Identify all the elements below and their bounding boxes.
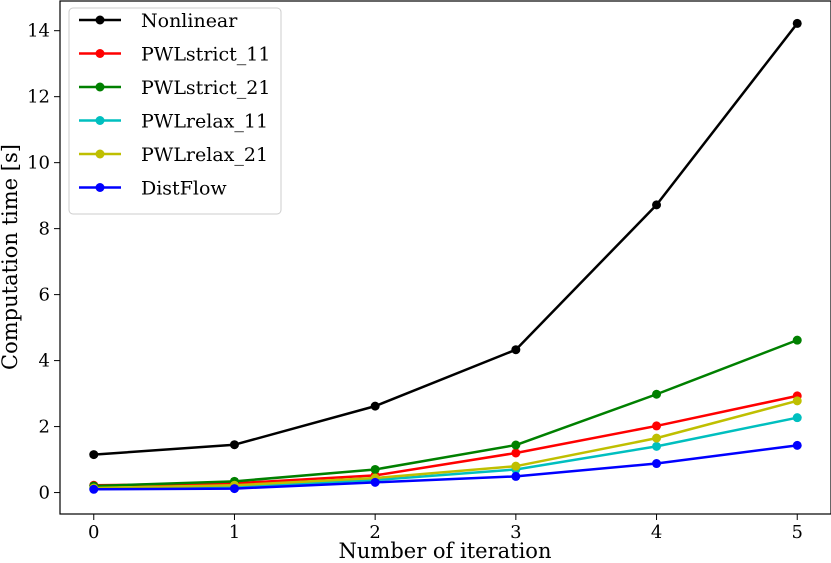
series-line-pwlstrict-21 bbox=[93, 338, 798, 488]
data-point-pwlrelax-21 bbox=[652, 433, 662, 443]
legend-swatch-marker bbox=[95, 15, 105, 25]
data-point-nonlinear bbox=[652, 200, 662, 210]
data-point-nonlinear bbox=[370, 401, 380, 411]
series-layer bbox=[89, 18, 802, 494]
y-tick-label: 0 bbox=[39, 483, 50, 504]
y-axis-ticks: 0 2 4 6 8 10 12 14 bbox=[27, 21, 60, 504]
x-axis-ticks: 0 1 2 3 4 5 bbox=[88, 514, 803, 543]
legend-swatch-marker bbox=[95, 183, 105, 192]
x-tick-label: 0 bbox=[88, 522, 99, 543]
y-axis-label: Computation time [s] bbox=[0, 144, 22, 370]
legend-entry-label: PWLstrict_11 bbox=[141, 44, 270, 66]
legend-entry-label: PWLrelax_21 bbox=[141, 144, 268, 166]
legend-entry-label: Nonlinear bbox=[141, 10, 238, 32]
data-point-pwlstrict-21 bbox=[652, 389, 662, 399]
data-point-pwlrelax-21 bbox=[511, 461, 521, 471]
data-point-pwlstrict-21 bbox=[792, 335, 802, 345]
legend-entry-label: PWLrelax_11 bbox=[141, 111, 268, 133]
data-point-distflow bbox=[652, 459, 662, 469]
data-point-pwlstrict-21 bbox=[370, 464, 380, 474]
data-point-distflow bbox=[511, 471, 521, 481]
y-tick-label: 14 bbox=[27, 21, 50, 42]
y-tick-label: 12 bbox=[27, 87, 50, 108]
series-line-nonlinear bbox=[93, 22, 799, 456]
data-point-distflow bbox=[370, 477, 380, 487]
legend-swatch-marker bbox=[95, 82, 105, 92]
legend-swatch-marker bbox=[95, 116, 105, 125]
y-tick-label: 4 bbox=[39, 351, 50, 372]
y-tick-label: 2 bbox=[39, 417, 50, 438]
data-point-pwlstrict-11 bbox=[652, 421, 662, 431]
legend: Nonlinear PWLstrict_11 PWLstrict_21 PWLrela… bbox=[68, 7, 282, 215]
data-point-pwlstrict-21 bbox=[511, 440, 521, 450]
legend-swatch-marker bbox=[95, 49, 105, 58]
legend-entry-label: PWLstrict_21 bbox=[141, 77, 270, 99]
series-line-distflow bbox=[93, 444, 798, 491]
x-tick-label: 3 bbox=[510, 522, 521, 543]
data-point-nonlinear bbox=[229, 440, 239, 450]
y-tick-label: 8 bbox=[39, 219, 50, 240]
series-line-pwlrelax-21 bbox=[93, 399, 798, 490]
data-point-pwlrelax-11 bbox=[652, 441, 662, 451]
legend-box bbox=[68, 7, 282, 215]
x-tick-label: 2 bbox=[369, 522, 380, 543]
data-point-pwlrelax-21 bbox=[792, 396, 802, 406]
data-point-nonlinear bbox=[792, 18, 802, 28]
data-point-distflow bbox=[89, 484, 99, 494]
data-point-distflow bbox=[229, 484, 239, 494]
x-axis-label: Number of iteration bbox=[339, 539, 552, 563]
x-tick-label: 1 bbox=[229, 522, 240, 543]
legend-entry-label: DistFlow bbox=[141, 178, 227, 200]
x-tick-label: 4 bbox=[651, 522, 662, 543]
legend-swatch-marker bbox=[95, 149, 105, 159]
data-point-pwlstrict-11 bbox=[511, 448, 521, 458]
data-point-nonlinear bbox=[89, 450, 99, 460]
series-line-pwlstrict-11 bbox=[93, 394, 798, 487]
data-point-pwlrelax-11 bbox=[792, 413, 802, 423]
y-tick-label: 6 bbox=[39, 285, 50, 306]
data-point-distflow bbox=[792, 440, 802, 450]
x-tick-label: 5 bbox=[792, 522, 803, 543]
y-tick-label: 10 bbox=[27, 153, 50, 174]
data-point-nonlinear bbox=[511, 345, 521, 355]
